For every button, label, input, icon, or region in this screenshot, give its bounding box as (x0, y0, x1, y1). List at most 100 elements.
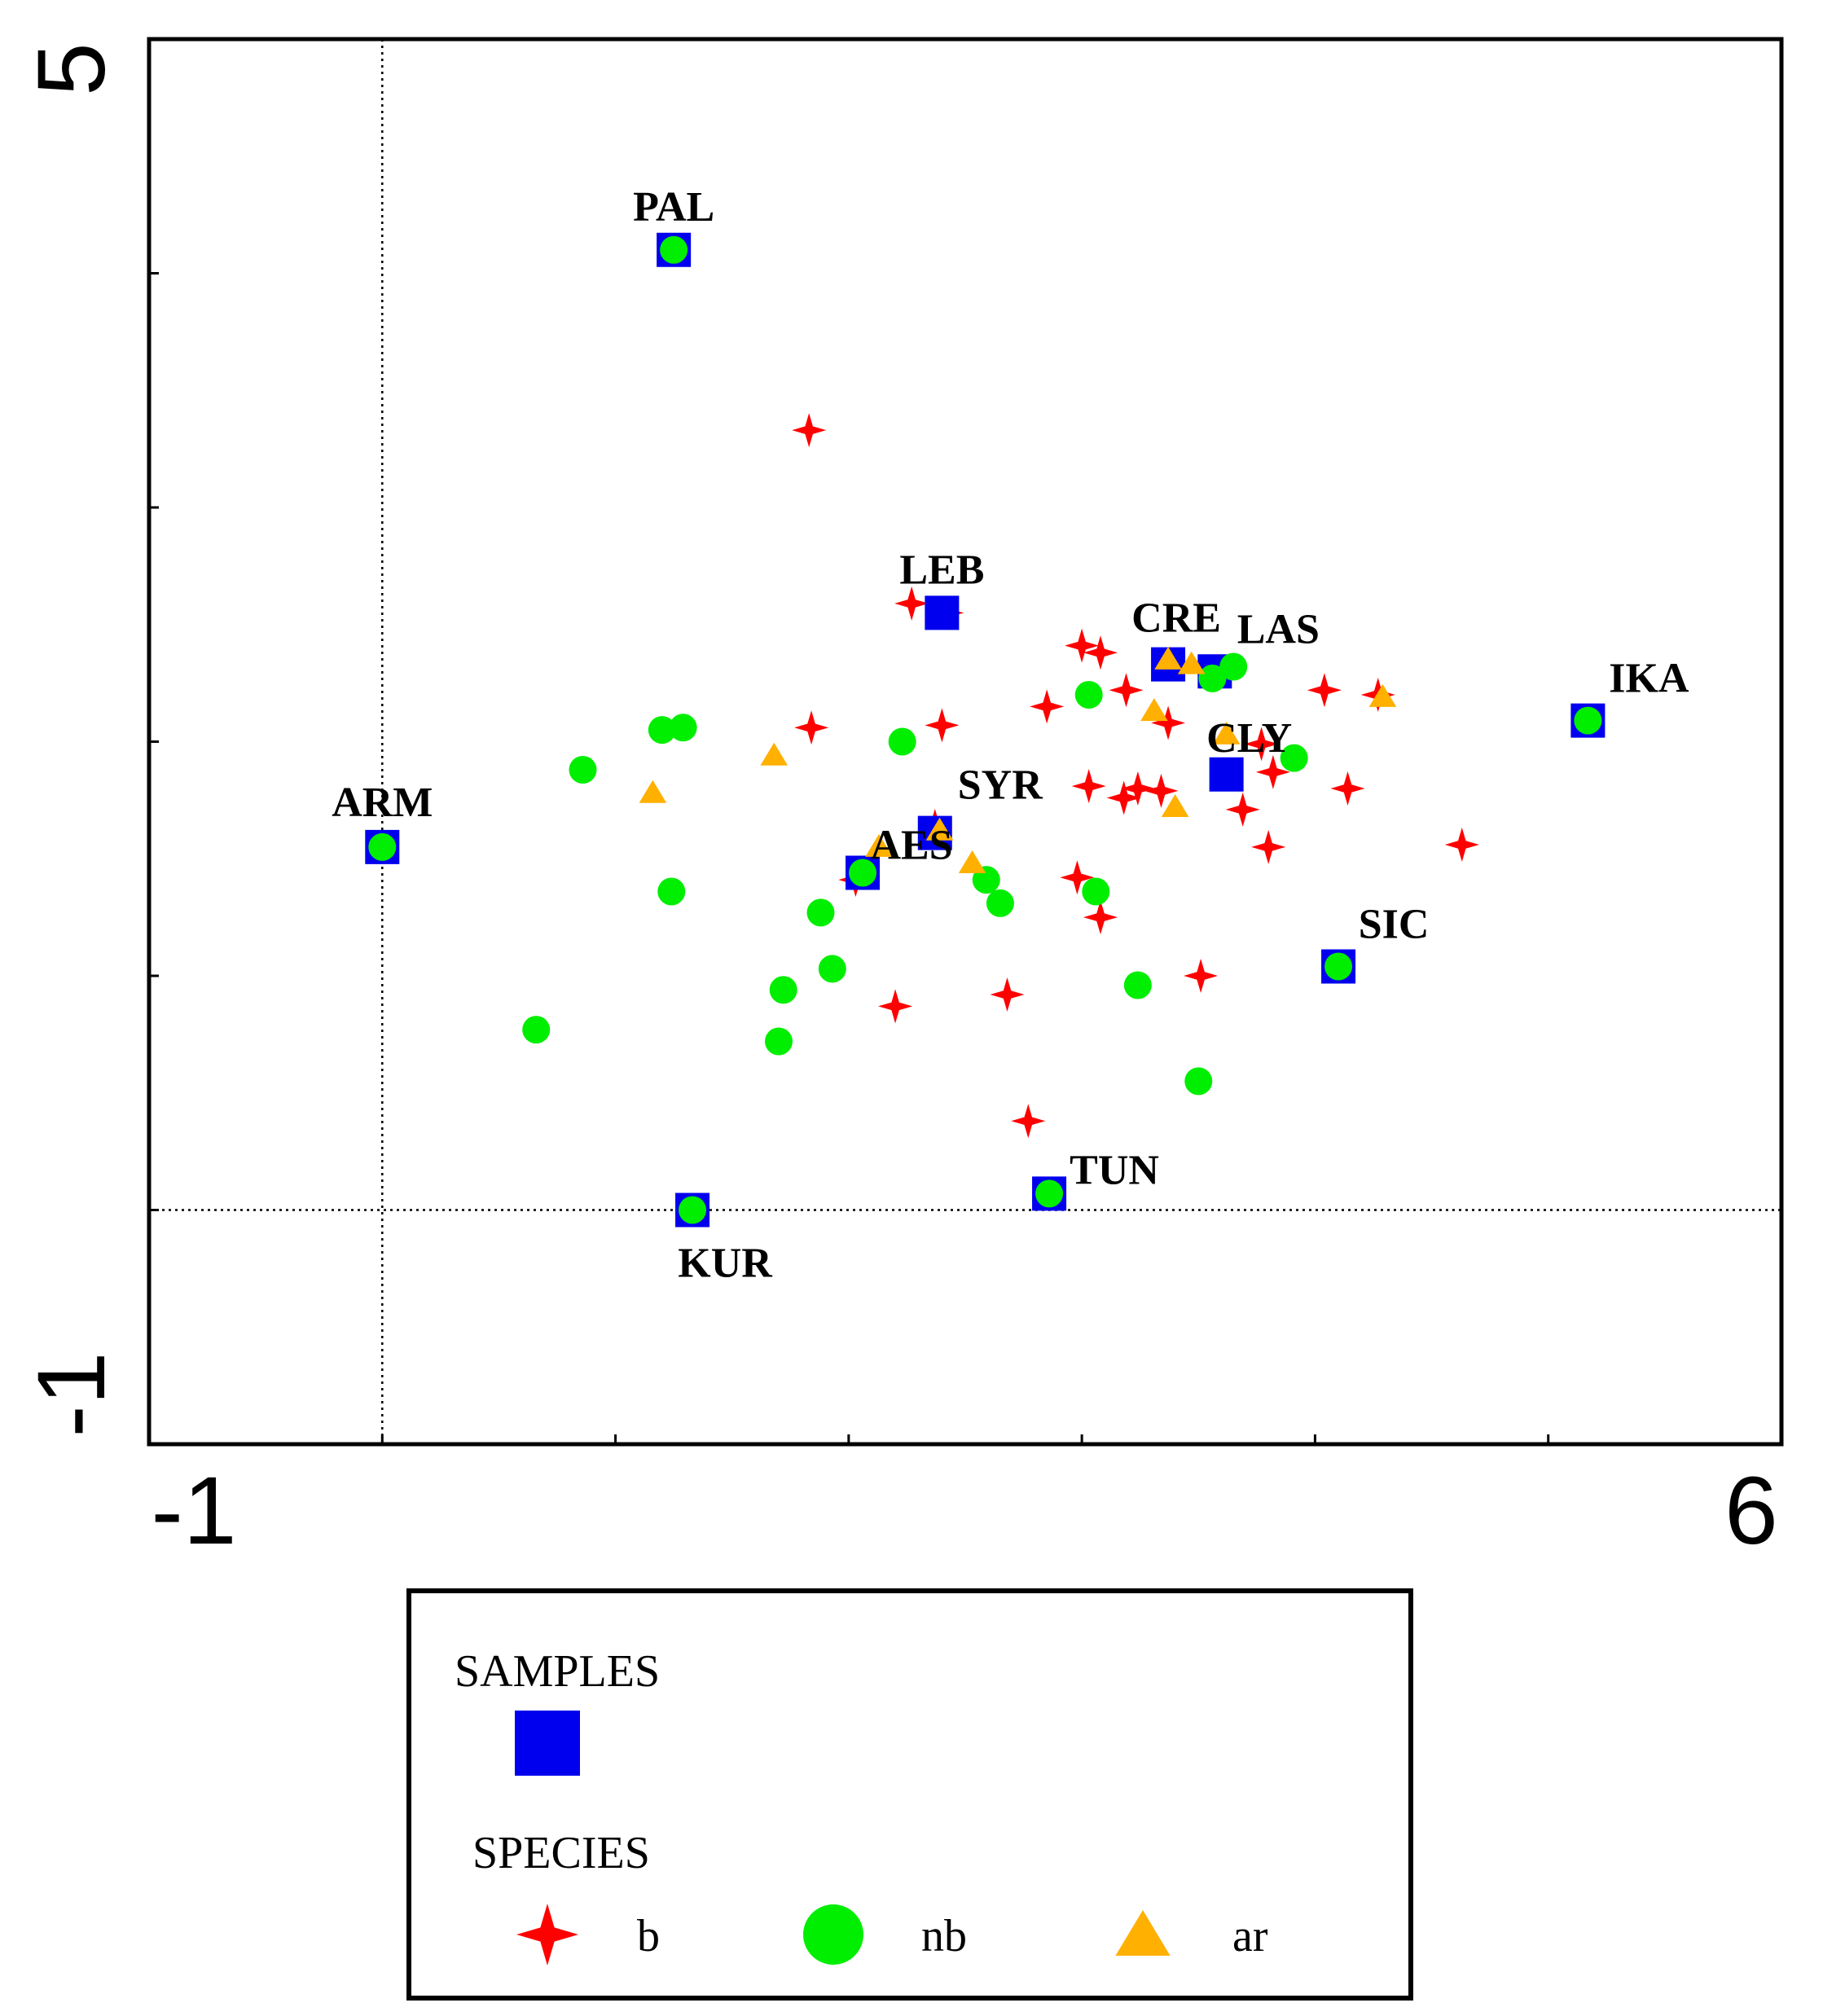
point-b (1244, 727, 1279, 762)
point-ar (1140, 698, 1168, 722)
sample-label-aes: AES (870, 823, 952, 869)
point-b (1255, 754, 1290, 789)
point-nb (648, 716, 676, 744)
point-b (1060, 860, 1095, 895)
x-tick-label-max: 6 (1724, 1457, 1778, 1565)
point-nb (1184, 1067, 1213, 1096)
series-nb (368, 235, 1602, 1224)
point-ar (1154, 646, 1182, 670)
point-nb (986, 889, 1014, 917)
sample-label-ika: IKA (1609, 656, 1689, 702)
legend-label-b: b (637, 1911, 660, 1961)
y-tick-label-min: -1 (18, 1352, 125, 1438)
point-nb (888, 727, 916, 756)
axis-ticks (147, 37, 1783, 1446)
point-ar (1177, 651, 1206, 674)
point-nb (1074, 681, 1103, 709)
point-b (792, 413, 827, 448)
point-nb (657, 877, 686, 906)
point-nb (806, 898, 835, 927)
point-b (1307, 673, 1342, 708)
legend-samples-heading: SAMPLES (455, 1646, 660, 1697)
samples-layer (365, 232, 1606, 1228)
point-b (1444, 828, 1479, 862)
point-nb (849, 859, 877, 887)
sample-square-cly (1209, 757, 1244, 792)
point-b (990, 977, 1025, 1012)
sample-label-leb: LEB (899, 547, 984, 593)
sample-label-arm: ARM (332, 780, 433, 826)
legend-marker-b (516, 1904, 578, 1965)
point-b (1071, 769, 1106, 804)
point-b (1109, 673, 1144, 708)
point-nb (1123, 971, 1152, 999)
point-nb (818, 955, 846, 983)
point-nb (1219, 652, 1248, 681)
sample-label-las: LAS (1237, 606, 1320, 652)
sample-label-sic: SIC (1359, 902, 1430, 948)
point-b (1330, 771, 1365, 806)
point-ar (760, 742, 789, 766)
point-nb (522, 1016, 551, 1044)
point-b (794, 710, 829, 745)
point-b (1251, 829, 1286, 864)
sample-label-tun: TUN (1070, 1147, 1159, 1193)
legend-entries: b nb ar (516, 1904, 1268, 1965)
point-nb (1035, 1179, 1064, 1208)
point-ar (925, 817, 954, 841)
point-b (1083, 635, 1118, 670)
point-b (1011, 1104, 1046, 1139)
point-b (1151, 705, 1186, 740)
sample-label-pal: PAL (633, 184, 714, 231)
point-nb (769, 976, 797, 1004)
point-b (1030, 689, 1065, 724)
sample-label-cly: CLY (1206, 715, 1292, 762)
point-b (878, 989, 913, 1024)
point-b (1106, 780, 1141, 815)
sample-label-kur: KUR (678, 1241, 773, 1287)
legend-label-nb: nb (921, 1911, 967, 1961)
point-nb (1574, 706, 1602, 735)
legend-frame (406, 1588, 1413, 2001)
point-b (1120, 771, 1155, 806)
legend-species-heading: SPECIES (472, 1828, 650, 1878)
point-b (925, 708, 960, 743)
legend-marker-ar (1115, 1910, 1171, 1956)
point-b (1083, 900, 1118, 935)
point-ar (639, 780, 667, 803)
point-ar (1212, 721, 1241, 744)
point-nb (1324, 952, 1353, 981)
point-ar (1368, 683, 1397, 707)
legend-marker-nb (803, 1904, 863, 1965)
point-ar (865, 833, 893, 857)
point-nb (764, 1027, 793, 1056)
series-b (792, 413, 1479, 1139)
point-nb (1280, 744, 1308, 772)
point-ar (1161, 794, 1189, 817)
series-ar (639, 646, 1397, 873)
point-nb (669, 714, 697, 742)
sample-square-leb (925, 595, 960, 630)
point-nb (368, 832, 397, 861)
sample-label-cre: CRE (1131, 595, 1221, 642)
point-b (1065, 628, 1100, 663)
legend-label-ar: ar (1232, 1911, 1268, 1961)
point-b (1144, 773, 1179, 808)
point-nb (1082, 877, 1110, 906)
point-b (1225, 792, 1260, 827)
x-tick-label-min: -1 (152, 1457, 237, 1565)
point-b (894, 586, 929, 621)
point-nb (679, 1196, 707, 1224)
point-b (1184, 959, 1219, 993)
sample-label-syr: SYR (958, 762, 1043, 809)
point-nb (569, 756, 597, 784)
legend-sample-square (515, 1711, 580, 1776)
plot-frame (147, 37, 1784, 1447)
point-nb (1198, 664, 1227, 692)
y-tick-label-max: 5 (18, 42, 125, 96)
point-ar (958, 850, 986, 873)
point-nb (660, 235, 688, 264)
